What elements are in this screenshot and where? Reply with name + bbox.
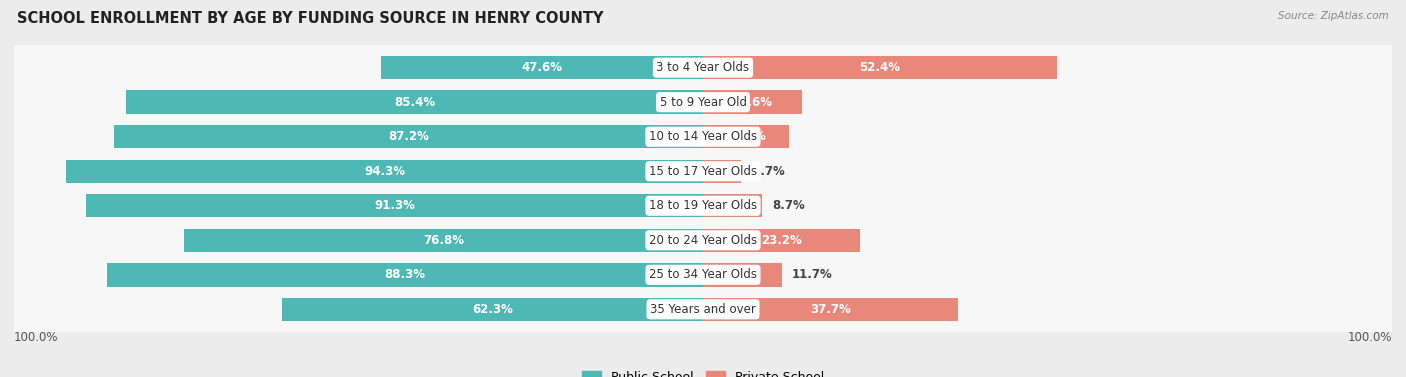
Text: 91.3%: 91.3% xyxy=(374,199,415,212)
FancyBboxPatch shape xyxy=(13,268,1393,351)
Text: 20 to 24 Year Olds: 20 to 24 Year Olds xyxy=(650,234,756,247)
Text: 76.8%: 76.8% xyxy=(423,234,464,247)
Bar xyxy=(703,159,741,183)
Text: 3 to 4 Year Olds: 3 to 4 Year Olds xyxy=(657,61,749,74)
Bar xyxy=(86,194,703,218)
Legend: Public School, Private School: Public School, Private School xyxy=(576,366,830,377)
Text: 12.8%: 12.8% xyxy=(725,130,766,143)
Text: 47.6%: 47.6% xyxy=(522,61,562,74)
Bar xyxy=(127,90,703,114)
Text: 100.0%: 100.0% xyxy=(14,331,59,344)
Text: 52.4%: 52.4% xyxy=(859,61,900,74)
Bar xyxy=(114,125,703,149)
Text: 10 to 14 Year Olds: 10 to 14 Year Olds xyxy=(650,130,756,143)
FancyBboxPatch shape xyxy=(13,130,1393,213)
Bar xyxy=(381,56,703,80)
Text: 14.6%: 14.6% xyxy=(731,96,773,109)
FancyBboxPatch shape xyxy=(13,233,1393,316)
FancyBboxPatch shape xyxy=(13,199,1393,282)
Text: 94.3%: 94.3% xyxy=(364,165,405,178)
FancyBboxPatch shape xyxy=(13,95,1393,178)
Text: 5.7%: 5.7% xyxy=(752,165,785,178)
Text: 25 to 34 Year Olds: 25 to 34 Year Olds xyxy=(650,268,756,281)
FancyBboxPatch shape xyxy=(13,164,1393,247)
FancyBboxPatch shape xyxy=(13,61,1393,144)
Text: 15 to 17 Year Olds: 15 to 17 Year Olds xyxy=(650,165,756,178)
Text: 23.2%: 23.2% xyxy=(761,234,801,247)
Bar xyxy=(703,125,789,149)
FancyBboxPatch shape xyxy=(13,26,1393,109)
Bar xyxy=(703,228,859,252)
Bar xyxy=(283,297,703,321)
Bar xyxy=(107,263,703,287)
Text: 85.4%: 85.4% xyxy=(394,96,434,109)
Text: 100.0%: 100.0% xyxy=(1347,331,1392,344)
Text: 11.7%: 11.7% xyxy=(792,268,832,281)
Text: Source: ZipAtlas.com: Source: ZipAtlas.com xyxy=(1278,11,1389,21)
Text: 37.7%: 37.7% xyxy=(810,303,851,316)
Text: 88.3%: 88.3% xyxy=(384,268,425,281)
Bar xyxy=(703,297,957,321)
Text: 87.2%: 87.2% xyxy=(388,130,429,143)
Bar xyxy=(703,90,801,114)
Text: 18 to 19 Year Olds: 18 to 19 Year Olds xyxy=(650,199,756,212)
Bar xyxy=(703,56,1057,80)
Text: 5 to 9 Year Old: 5 to 9 Year Old xyxy=(659,96,747,109)
Bar xyxy=(703,194,762,218)
Bar xyxy=(703,263,782,287)
Bar xyxy=(184,228,703,252)
Bar xyxy=(66,159,703,183)
Text: 62.3%: 62.3% xyxy=(472,303,513,316)
Text: SCHOOL ENROLLMENT BY AGE BY FUNDING SOURCE IN HENRY COUNTY: SCHOOL ENROLLMENT BY AGE BY FUNDING SOUR… xyxy=(17,11,603,26)
Text: 35 Years and over: 35 Years and over xyxy=(650,303,756,316)
Text: 8.7%: 8.7% xyxy=(772,199,804,212)
